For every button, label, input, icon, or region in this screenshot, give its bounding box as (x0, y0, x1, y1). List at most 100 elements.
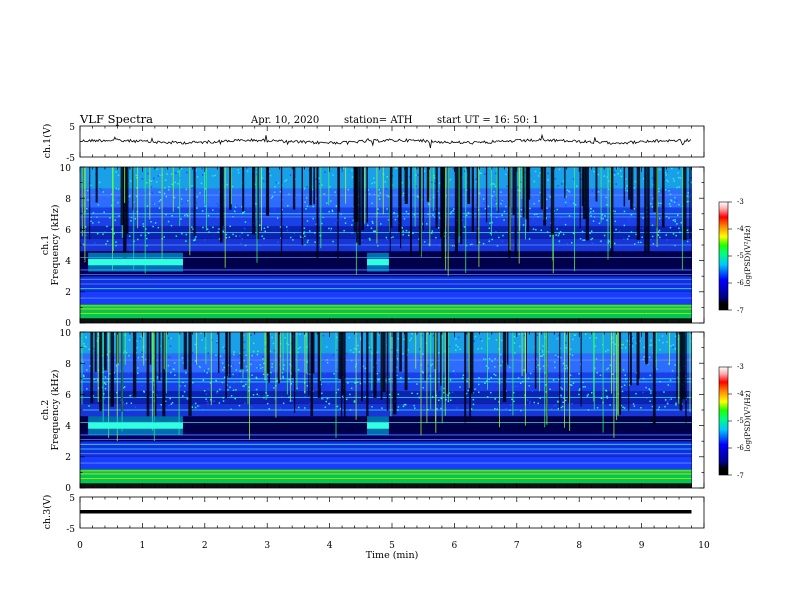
spectral-speckle (542, 353, 545, 356)
spectral-speckle (553, 405, 555, 407)
spectral-speckle (328, 227, 330, 230)
spectral-speckle (592, 220, 595, 222)
spectral-speckle (241, 238, 243, 240)
spectral-speckle (186, 215, 189, 217)
spectral-speckle (191, 352, 194, 354)
sferic-gap (386, 332, 389, 411)
spectral-speckle (195, 236, 197, 238)
spectral-speckle (322, 334, 325, 337)
spectral-speckle (401, 182, 403, 184)
spectral-speckle (528, 238, 531, 240)
spectral-speckle (289, 351, 291, 354)
spectral-speckle (537, 402, 539, 405)
spectral-speckle (529, 400, 531, 403)
spectral-speckle (578, 389, 581, 392)
spectral-speckle (254, 183, 256, 185)
spectral-speckle (217, 205, 220, 207)
sferic-gap (308, 332, 310, 396)
sferic-streak (435, 332, 437, 422)
spectral-speckle (415, 333, 417, 336)
spectral-speckle (415, 185, 417, 188)
sferic-gap (310, 332, 314, 417)
spectral-speckle (332, 195, 334, 197)
spectral-speckle (397, 406, 400, 408)
sferic-streak (161, 167, 163, 262)
spectral-speckle (556, 228, 558, 230)
spectral-speckle (589, 232, 591, 234)
spectral-speckle (150, 180, 153, 182)
sferic-gap (534, 332, 537, 389)
sferic-gap (228, 332, 231, 378)
ch1-ylabel: ch.1(V) (42, 124, 53, 159)
spectral-speckle (85, 345, 87, 348)
spectral-speckle (586, 395, 589, 397)
spectral-speckle (541, 355, 544, 357)
spectral-speckle (274, 398, 276, 400)
spectral-speckle (205, 393, 208, 395)
spectral-speckle (113, 333, 115, 336)
spectral-speckle (391, 349, 393, 351)
spectral-speckle (152, 225, 154, 228)
spectral-speckle (83, 342, 85, 345)
spectral-speckle (230, 365, 233, 367)
sferic-streak (429, 167, 431, 247)
sferic-gap (469, 332, 472, 421)
spectral-speckle (297, 369, 300, 371)
spectral-speckle (513, 400, 515, 403)
sferic-gap (526, 332, 527, 374)
spectral-speckle (233, 382, 235, 384)
spectral-speckle (374, 213, 376, 216)
spectral-speckle (306, 361, 308, 363)
sferic-streak (432, 167, 434, 212)
sferic-streak (465, 167, 467, 273)
spectral-speckle (223, 376, 226, 378)
spectral-speckle (167, 364, 170, 367)
spectral-speckle (477, 348, 479, 350)
spectral-speckle (669, 385, 672, 387)
spectral-speckle (237, 169, 239, 171)
spectral-speckle (388, 222, 390, 224)
spectral-speckle (257, 367, 260, 369)
ch2-spectrogram-panel: 0 2 4 6 8 10 ch.2 Frequency (kHz) -3 -4 … (40, 329, 752, 494)
spectral-speckle (264, 230, 266, 233)
sferic-streak (320, 332, 322, 381)
spectral-speckle (614, 220, 617, 223)
sferic-gap (398, 167, 402, 233)
sferic-streak (210, 332, 212, 406)
spectral-speckle (334, 222, 336, 225)
spectral-speckle (270, 371, 272, 374)
spectral-speckle (519, 181, 522, 183)
spectral-speckle (218, 238, 221, 240)
spectral-speckle (659, 236, 661, 239)
spectral-speckle (289, 174, 292, 176)
spectral-speckle (140, 335, 142, 338)
sferic-streak (426, 332, 428, 424)
spectral-speckle (561, 388, 563, 390)
sferic-streak (124, 332, 126, 365)
spectral-speckle (569, 384, 572, 386)
ch1-frequency-label: Frequency (kHz) (50, 205, 61, 286)
spectral-speckle (425, 342, 428, 344)
spectral-speckle (173, 362, 176, 364)
sferic-gap (623, 167, 626, 207)
spectral-speckle (370, 348, 372, 350)
spectral-speckle (281, 372, 284, 374)
spectral-speckle (351, 224, 353, 226)
spectral-speckle (482, 198, 485, 200)
spectral-speckle (194, 239, 196, 241)
spectral-speckle (256, 353, 259, 356)
spectral-speckle (543, 361, 545, 363)
spectral-speckle (606, 176, 609, 178)
sferic-gap (440, 332, 442, 386)
spectral-speckle (506, 168, 509, 171)
sferic-streak (376, 167, 378, 244)
spectral-speckle (445, 194, 447, 197)
spectral-speckle (606, 219, 608, 221)
spectral-speckle (665, 179, 667, 181)
ch3-waveform-panel: 5 -5 ch.3(V) (42, 494, 705, 535)
spectral-speckle (134, 218, 137, 220)
spectral-speckle (206, 400, 208, 403)
sferic-gap (636, 332, 639, 386)
spectral-speckle (664, 399, 667, 402)
ch1-cb-tick-m4: -4 (737, 225, 744, 233)
